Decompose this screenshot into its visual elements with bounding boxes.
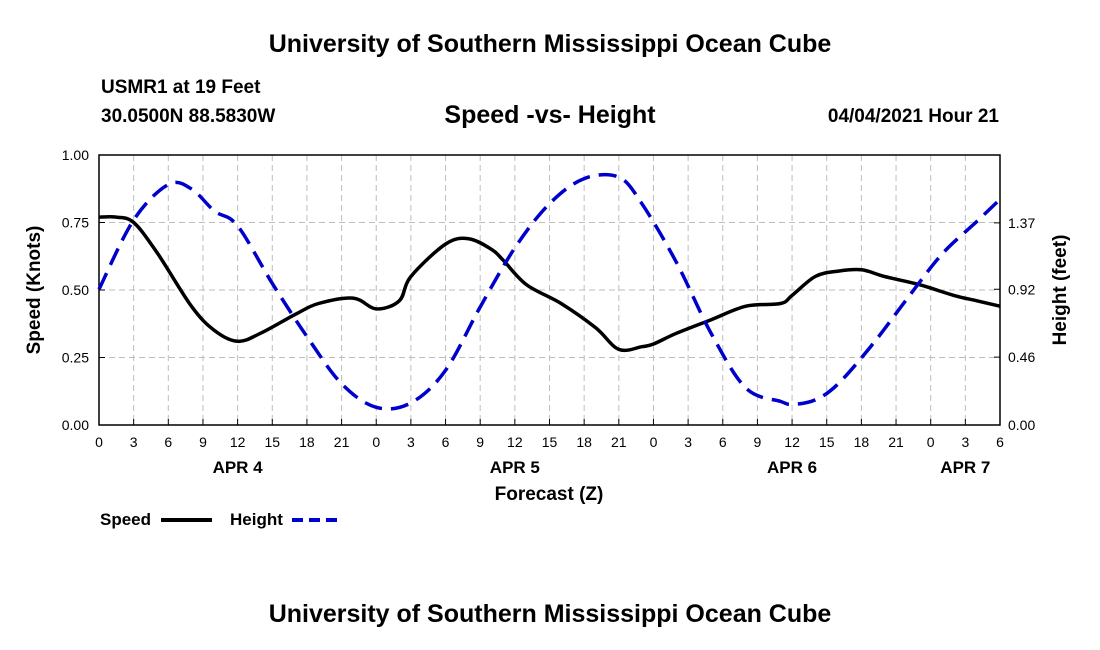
grid	[99, 155, 1000, 425]
y2-tick-label: 1.37	[1008, 215, 1035, 231]
x-axis-label: Forecast (Z)	[495, 484, 604, 505]
x-tick-label: 21	[888, 434, 904, 450]
y2-tick-label: 0.00	[1008, 417, 1035, 433]
series	[97, 172, 1002, 411]
x-tick-label: 3	[684, 434, 692, 450]
x-tick-label: 9	[199, 434, 207, 450]
x-tick-label: 0	[372, 434, 380, 450]
x-tick-label: 3	[407, 434, 415, 450]
date-label: APR 5	[490, 458, 540, 477]
x-tick-label: 18	[299, 434, 315, 450]
x-tick-label: 12	[507, 434, 523, 450]
y2-axis-label: Height (feet)	[1050, 235, 1071, 346]
top-title: University of Southern Mississippi Ocean…	[268, 30, 832, 58]
x-tick-label: 15	[819, 434, 835, 450]
date-label: APR 4	[213, 458, 264, 477]
x-tick-label: 0	[95, 434, 103, 450]
x-tick-label: 0	[650, 434, 658, 450]
x-tick-label: 0	[927, 434, 935, 450]
y-axis-label: Speed (Knots)	[24, 226, 45, 355]
x-tick-label: 12	[784, 434, 800, 450]
bottom-title: University of Southern Mississippi Ocean…	[268, 600, 832, 628]
station-label: USMR1 at 19 Feet	[101, 77, 261, 98]
x-tick-label: 21	[611, 434, 627, 450]
axis-ticks: 0 3 6 9 12 15 18 21 0 3 6 9 12 15 18 21 0 3 6 9 12 15 18 21 0 3 6A…	[62, 147, 1036, 477]
x-tick-label: 18	[854, 434, 870, 450]
y2-tick-label: 0.92	[1008, 281, 1035, 297]
date-label: APR 7	[940, 458, 990, 477]
legend-height-label: Height	[230, 510, 283, 529]
y-tick-label: 0.00	[62, 417, 89, 433]
coordinates-label: 30.0500N 88.5830W	[101, 106, 276, 127]
legend-speed-label: Speed	[100, 510, 151, 529]
x-tick-label: 3	[130, 434, 138, 450]
x-tick-label: 15	[542, 434, 558, 450]
chart-subtitle: Speed -vs- Height	[444, 101, 656, 129]
x-tick-label: 3	[961, 434, 969, 450]
y-tick-label: 1.00	[62, 147, 89, 163]
x-tick-label: 6	[442, 434, 450, 450]
legend: Speed Height	[100, 510, 342, 529]
y-tick-label: 0.50	[62, 282, 89, 298]
y-tick-label: 0.75	[62, 215, 89, 231]
x-tick-label: 6	[164, 434, 172, 450]
height-series-line	[97, 172, 1002, 411]
x-tick-label: 9	[476, 434, 484, 450]
x-tick-label: 15	[264, 434, 280, 450]
date-label: APR 6	[767, 458, 817, 477]
x-tick-label: 12	[230, 434, 246, 450]
x-tick-label: 6	[719, 434, 727, 450]
forecast-datetime: 04/04/2021 Hour 21	[827, 106, 999, 127]
x-tick-label: 6	[996, 434, 1004, 450]
y2-tick-label: 0.46	[1008, 349, 1035, 365]
speed-series-line	[98, 214, 1001, 353]
x-tick-label: 21	[334, 434, 350, 450]
y-tick-label: 0.25	[62, 350, 89, 366]
x-tick-label: 9	[754, 434, 762, 450]
x-tick-label: 18	[576, 434, 592, 450]
